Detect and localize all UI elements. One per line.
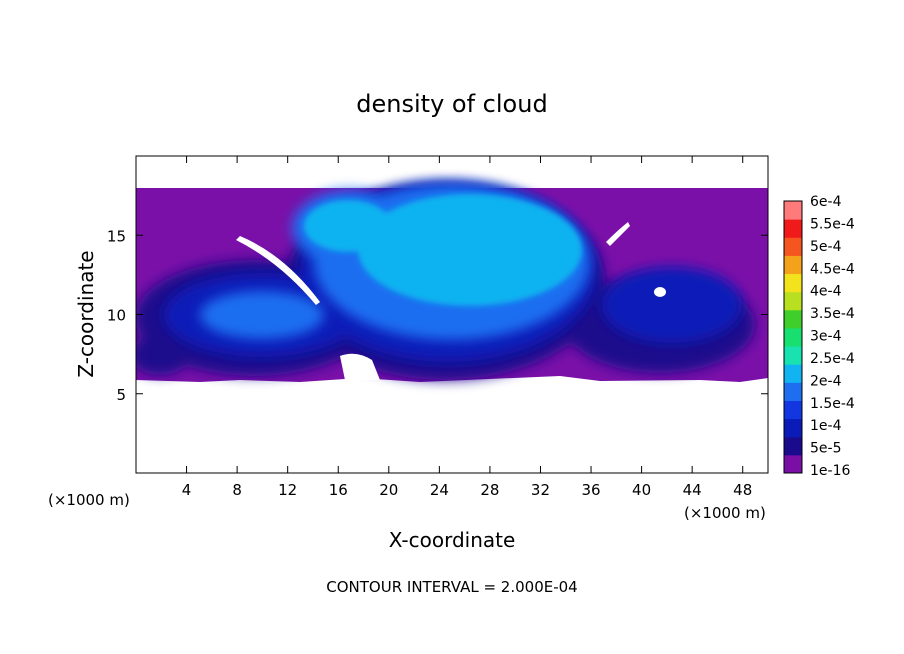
colorbar-swatch — [784, 327, 802, 347]
colorbar-swatch — [784, 219, 802, 238]
x-tick-label: 32 — [531, 481, 550, 499]
y-tick-label: 10 — [107, 307, 126, 325]
field-gap-swirl — [654, 287, 666, 297]
x-tick-label: 12 — [278, 481, 297, 499]
field-gap-diagonal — [236, 236, 320, 305]
x-unit-left: (×1000 m) — [48, 491, 130, 509]
y-tick-label: 15 — [107, 227, 126, 245]
x-axis-label: X-coordinate — [389, 528, 516, 552]
colorbar-swatch — [784, 382, 802, 401]
y-axis-label: Z-coordinate — [74, 250, 98, 377]
x-tick-label: 4 — [182, 481, 192, 499]
field-cyan-cap — [304, 200, 392, 252]
colorbar-swatch — [784, 201, 802, 220]
colorbar-label: 5e-5 — [810, 441, 841, 457]
field-gap-bottom — [340, 353, 380, 380]
field-bright-left — [200, 291, 324, 339]
x-tick-label: 40 — [632, 481, 651, 499]
field-dark-left-low — [136, 335, 190, 375]
colorbar-swatch — [784, 454, 802, 474]
colorbar-swatch — [784, 309, 802, 329]
x-tick-label: 44 — [683, 481, 702, 499]
x-unit-right: (×1000 m) — [684, 504, 766, 522]
colorbar-label: 6e-4 — [810, 194, 842, 210]
colorbar-swatch — [784, 255, 802, 275]
colorbar-swatch — [784, 436, 802, 456]
x-axis-ticks: 4 8 12 16 20 24 28 32 36 40 44 48 — [182, 156, 752, 499]
field-med-right — [602, 267, 742, 343]
colorbar-swatch — [784, 364, 802, 383]
field-gap-right — [606, 222, 630, 246]
colorbar-label: 5e-4 — [810, 239, 842, 255]
colorbar-label: 4.5e-4 — [810, 261, 855, 277]
x-tick-label: 36 — [581, 481, 600, 499]
colorbar-swatch — [784, 237, 802, 256]
chart-title: density of cloud — [356, 90, 547, 118]
field-cyan-core — [358, 194, 582, 306]
colorbar-swatch — [784, 418, 802, 438]
density-field — [136, 182, 768, 382]
x-tick-label: 8 — [232, 481, 242, 499]
x-tick-label: 48 — [733, 481, 752, 499]
x-tick-label: 24 — [430, 481, 449, 499]
colorbar-swatch — [784, 346, 802, 365]
x-tick-label: 28 — [480, 481, 499, 499]
colorbar-label: 1e-16 — [810, 463, 850, 479]
x-tick-label: 20 — [379, 481, 398, 499]
colorbar-label: 2.5e-4 — [810, 351, 855, 367]
colorbar-frame — [783, 200, 803, 474]
colorbar-label: 3e-4 — [810, 329, 842, 345]
colorbar-label: 3.5e-4 — [810, 306, 855, 322]
y-tick-label: 5 — [116, 386, 126, 404]
y-axis-ticks: 5 10 15 — [107, 227, 768, 404]
colorbar-label: 1.5e-4 — [810, 396, 855, 412]
colorbar-swatch — [784, 400, 802, 420]
colorbar: 1e-16 5e-5 1e-4 1.5e-4 2e-4 2.5e-4 3e-4 3.5e-4 4… — [783, 194, 855, 479]
colorbar-swatch — [784, 273, 802, 293]
colorbar-swatch — [784, 291, 802, 311]
colorbar-label: 4e-4 — [810, 284, 842, 300]
colorbar-label: 2e-4 — [810, 373, 842, 389]
colorbar-label: 5.5e-4 — [810, 216, 855, 232]
x-tick-label: 16 — [329, 481, 348, 499]
colorbar-label: 1e-4 — [810, 418, 842, 434]
contour-interval-note: CONTOUR INTERVAL = 2.000E-04 — [326, 578, 577, 596]
